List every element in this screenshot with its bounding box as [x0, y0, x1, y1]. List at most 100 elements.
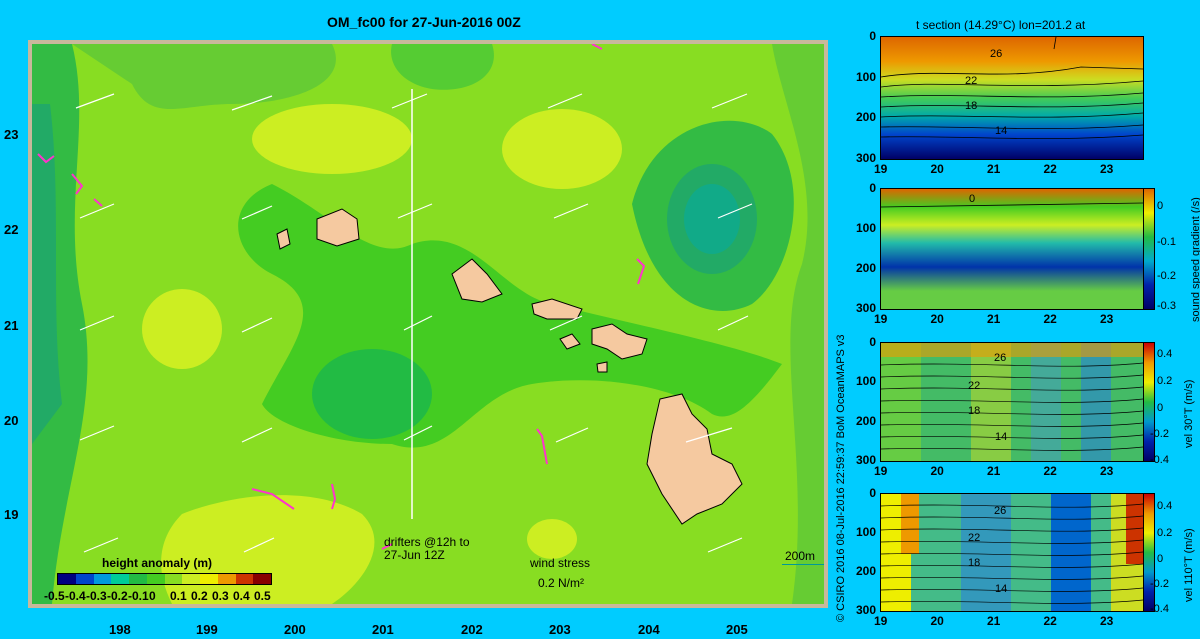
map-title: OM_fc00 for 27-Jun-2016 00Z	[327, 14, 521, 30]
p4-cbar-label: vel 110°T (m/s)	[1183, 528, 1195, 602]
legend-tick: -0.1	[128, 589, 149, 603]
legend-swatch	[75, 574, 94, 584]
p2-cbar-tick: 0	[1157, 200, 1164, 212]
lon-tick: 205	[726, 622, 748, 637]
panel-lat-tick: 21	[987, 614, 1001, 628]
lat-tick-23: 23	[4, 127, 19, 142]
panel-depth-tick: 100	[855, 69, 876, 84]
panel-lat-tick: 20	[930, 162, 944, 176]
p3-cbar-label: vel 30°T (m/s)	[1183, 379, 1195, 448]
map-frame	[28, 40, 828, 608]
legend-swatch	[93, 574, 112, 584]
legend-swatch	[58, 574, 76, 584]
legend-tick: 0.5	[254, 589, 271, 603]
velocity-110-panel[interactable]	[880, 493, 1144, 612]
panel-lat-tick: 22	[1043, 464, 1057, 478]
p2-contour: 0	[969, 193, 976, 205]
panel-lat-tick: 23	[1100, 162, 1114, 176]
p4-cbar-tick: 0.4	[1157, 500, 1173, 512]
lat-tick-20: 20	[4, 413, 19, 428]
legend-swatch	[217, 574, 236, 584]
legend-tick: 0.4	[233, 589, 250, 603]
panel-depth-tick: 100	[855, 221, 876, 235]
panel-depth-tick: 300	[855, 301, 876, 315]
credit-text: © CSIRO 2016 08-Jul-2016 22:59:37 BoM Oc…	[835, 334, 847, 622]
p3-colorbar	[1143, 342, 1155, 462]
legend-ticks: -0.5 -0.4 -0.3 -0.2 -0.1 0 0.1 0.2 0.3 0.4 0.5	[44, 589, 284, 603]
lon-tick: 198	[109, 622, 131, 637]
panel-depth-tick: 100	[855, 525, 876, 539]
panel-lat-tick: 20	[930, 614, 944, 628]
panel-depth-tick: 0	[869, 29, 876, 43]
p2-cbar-tick: -0.1	[1157, 236, 1176, 248]
legend-swatch	[235, 574, 254, 584]
scale-label: 200m	[785, 549, 816, 563]
panel-depth-tick: 200	[855, 413, 876, 428]
wind-label: wind stress	[530, 556, 591, 570]
panel1-title: t section (14.29°C) lon=201.2 at	[916, 18, 1086, 32]
p3-contour: 26	[994, 352, 1007, 364]
legend-colorbar	[57, 573, 272, 585]
panel-depth-tick: 300	[855, 453, 876, 467]
temperature-section-panel[interactable]	[880, 36, 1144, 160]
panel-lat-tick: 23	[1100, 614, 1114, 628]
p4-cbar-tick: -0.2	[1150, 578, 1169, 590]
p1-contour: 14	[995, 125, 1008, 137]
panel-lat-tick: 23	[1100, 464, 1114, 478]
panel-lat-tick: 22	[1043, 614, 1057, 628]
panel-lat-tick: 19	[874, 614, 888, 628]
legend-swatch	[111, 574, 129, 584]
panel-lat-tick: 19	[874, 162, 888, 176]
panel-lat-tick: 21	[987, 162, 1001, 176]
panel-lat-tick: 21	[987, 312, 1001, 326]
lon-tick: 202	[461, 622, 483, 637]
p3-cbar-tick: 0.2	[1157, 375, 1173, 387]
panel-lat-tick: 20	[930, 312, 944, 326]
p1-contour: 26	[990, 48, 1003, 60]
p1-contour: 18	[965, 100, 978, 112]
lon-tick: 201	[372, 622, 394, 637]
legend-tick: -0.2	[107, 589, 128, 603]
p4-cbar-tick: 0	[1157, 553, 1164, 565]
p2-colorbar	[1143, 188, 1155, 310]
panel-lat-tick: 23	[1100, 312, 1114, 326]
panel-lat-tick: 19	[874, 464, 888, 478]
legend-swatch	[164, 574, 183, 584]
legend-tick: 0.2	[191, 589, 208, 603]
lon-tick: 203	[549, 622, 571, 637]
legend-tick: -0.5	[44, 589, 65, 603]
legend-tick: 0	[149, 589, 156, 603]
p3-cbar-tick: -0.4	[1150, 454, 1169, 466]
legend-tick: -0.4	[65, 589, 86, 603]
panel-lat-tick: 21	[987, 464, 1001, 478]
legend-swatch	[146, 574, 165, 584]
sound-speed-panel[interactable]	[880, 188, 1144, 310]
p3-contour: 18	[968, 405, 981, 417]
panel-lat-tick: 22	[1043, 162, 1057, 176]
height-anomaly-map[interactable]	[32, 44, 824, 604]
drifters-label-2: 27-Jun 12Z	[384, 548, 445, 562]
legend-swatch	[200, 574, 218, 584]
drifters-label: drifters @12h to	[384, 535, 470, 549]
panel-depth-tick: 0	[869, 335, 876, 349]
lon-tick: 199	[196, 622, 218, 637]
p3-contour: 22	[968, 380, 981, 392]
legend-tick: 0.3	[212, 589, 229, 603]
p2-cbar-label: sound speed gradient (/s)	[1190, 197, 1200, 322]
p3-cbar-tick: 0.4	[1157, 348, 1173, 360]
lat-tick-19: 19	[4, 507, 19, 522]
velocity-30-panel[interactable]	[880, 342, 1144, 462]
panel-depth-tick: 200	[855, 261, 876, 275]
panel-lat-tick: 22	[1043, 312, 1057, 326]
panel-lat-tick: 19	[874, 312, 888, 326]
p4-cbar-tick: 0.2	[1157, 527, 1173, 539]
p4-cbar-tick: -0.4	[1150, 603, 1169, 615]
p2-cbar-tick: -0.3	[1157, 300, 1176, 312]
legend-title: height anomaly (m)	[102, 556, 213, 570]
p4-contour: 18	[968, 557, 981, 569]
panel-depth-tick: 100	[855, 374, 876, 389]
p3-cbar-tick: -0.2	[1150, 428, 1169, 440]
wind-scale: 0.2 N/m²	[538, 576, 585, 590]
p4-contour: 22	[968, 532, 981, 544]
p4-contour: 14	[995, 583, 1008, 595]
